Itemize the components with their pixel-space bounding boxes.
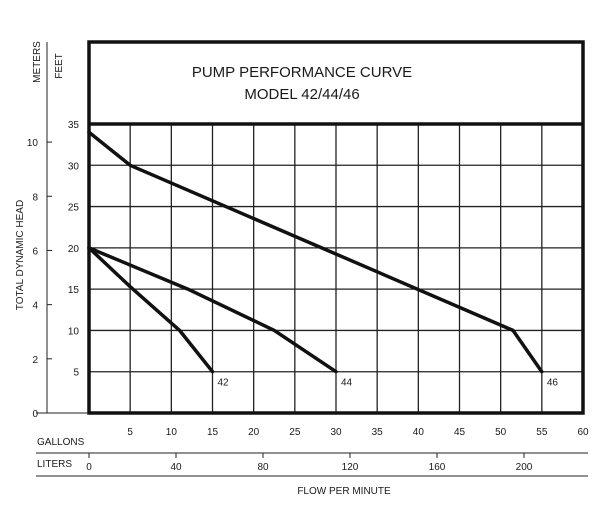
x-tick-label: 30 xyxy=(330,427,342,438)
y-secondary-tick-label: 8 xyxy=(32,192,38,203)
y-tick-label: 35 xyxy=(68,120,80,131)
y-tick-label: 10 xyxy=(68,326,80,337)
chart-title-line-2: MODEL 42/44/46 xyxy=(244,86,359,103)
x-tick-label: 55 xyxy=(536,427,548,438)
x-secondary-tick-label: 0 xyxy=(86,462,92,473)
y-secondary-tick-label: 0 xyxy=(32,409,38,420)
x-tick-label: 60 xyxy=(577,427,589,438)
y-tick-label: 20 xyxy=(68,244,80,255)
x-primary-unit-label: GALLONS xyxy=(37,437,85,448)
series-layer xyxy=(87,130,544,374)
chart-title-line-1: PUMP PERFORMANCE CURVE xyxy=(192,64,412,81)
y-secondary-tick-label: 10 xyxy=(27,138,39,149)
x-tick-label: 20 xyxy=(248,427,260,438)
chart-frame xyxy=(87,40,585,415)
y-tick-label: 25 xyxy=(68,203,80,214)
x-secondary-unit-label: LITERS xyxy=(37,459,72,470)
x-tick-label: 45 xyxy=(454,427,466,438)
y-secondary-tick-label: 2 xyxy=(32,355,38,366)
x-tick-label: 40 xyxy=(413,427,425,438)
series-line-46 xyxy=(87,130,544,374)
grid-layer xyxy=(89,124,583,413)
x-axis-label: FLOW PER MINUTE xyxy=(297,486,391,497)
x-tick-label: 10 xyxy=(166,427,178,438)
x-secondary-tick-label: 40 xyxy=(170,462,182,473)
x-tick-label: 25 xyxy=(289,427,301,438)
y-primary-unit-label: FEET xyxy=(54,53,65,79)
x-secondary-tick-label: 80 xyxy=(257,462,269,473)
axes-layer xyxy=(36,40,588,477)
x-secondary-tick-label: 160 xyxy=(429,462,446,473)
x-secondary-tick-label: 120 xyxy=(342,462,359,473)
y-axis-label: TOTAL DYNAMIC HEAD xyxy=(15,200,26,310)
y-secondary-tick-label: 4 xyxy=(32,301,38,312)
x-tick-label: 15 xyxy=(207,427,219,438)
x-tick-label: 5 xyxy=(127,427,133,438)
y-tick-label: 15 xyxy=(68,285,80,296)
y-secondary-unit-label: METERS xyxy=(32,41,43,83)
x-tick-label: 35 xyxy=(372,427,384,438)
series-label-44: 44 xyxy=(341,378,353,389)
y-secondary-tick-label: 6 xyxy=(32,246,38,257)
series-label-46: 46 xyxy=(547,378,559,389)
y-tick-label: 5 xyxy=(73,368,79,379)
series-line-42 xyxy=(87,246,215,374)
x-secondary-tick-label: 200 xyxy=(516,462,533,473)
x-tick-label: 50 xyxy=(495,427,507,438)
series-line-44 xyxy=(87,246,338,374)
series-label-42: 42 xyxy=(218,378,230,389)
y-tick-label: 30 xyxy=(68,161,80,172)
